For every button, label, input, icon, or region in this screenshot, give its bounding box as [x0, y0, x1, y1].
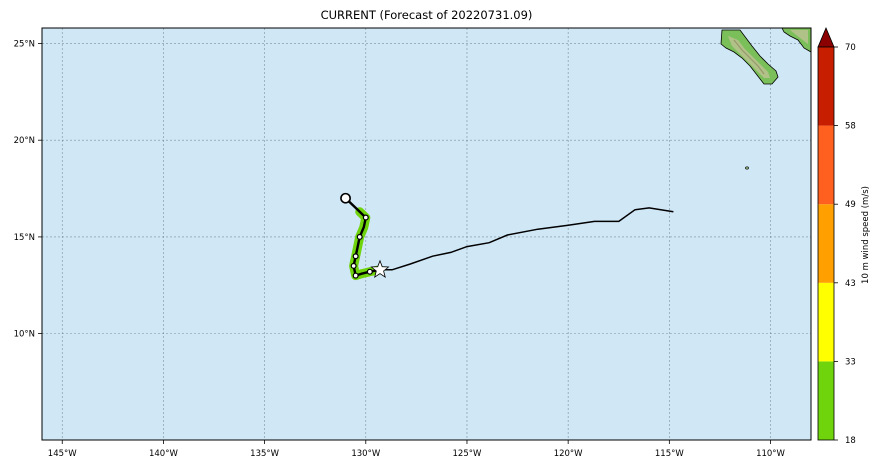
- longitude-axis: 145°W 140°W 135°W 130°W 125°W 120°W 115°W 110°W: [48, 440, 786, 459]
- colorbar-segment: [818, 47, 834, 126]
- lon-tick-label: 145°W: [48, 449, 77, 459]
- storm-past-track: [380, 207, 674, 271]
- lon-tick-label: 130°W: [351, 449, 380, 459]
- forecast-point-marker: [350, 262, 357, 269]
- lat-tick-label: 10°N: [14, 330, 35, 340]
- forecast-point-marker: [356, 233, 363, 240]
- graticule: [42, 28, 811, 440]
- dissipation-point-marker: [340, 192, 351, 204]
- forecast-point-marker: [366, 268, 373, 275]
- colorbar-extend-arrow: [817, 26, 835, 48]
- forecast-point-marker: [352, 272, 359, 279]
- land-baja-california: [720, 29, 779, 85]
- colorbar-tick-label: 18: [845, 436, 856, 446]
- colorbar-segment: [818, 125, 834, 205]
- lat-tick-label: 25°N: [14, 39, 35, 49]
- colorbar-tick-label: 58: [845, 122, 856, 132]
- colorbar-tick-label: 43: [845, 279, 856, 289]
- colorbar-tick-label: 33: [845, 357, 856, 367]
- ocean-background: [42, 28, 811, 440]
- forecast-point-marker: [352, 253, 359, 260]
- colorbar-label: 10 m wind speed (m/s): [861, 186, 871, 284]
- lat-tick-label: 15°N: [14, 233, 35, 243]
- latitude-axis: 25°N 20°N 15°N 10°N: [14, 39, 42, 340]
- map-frame: [41, 27, 812, 441]
- lon-tick-label: 140°W: [149, 449, 178, 459]
- storm-forecast-track: [344, 197, 381, 278]
- colorbar-segment: [818, 361, 834, 440]
- lon-tick-label: 110°W: [756, 449, 785, 459]
- lon-tick-label: 125°W: [453, 449, 482, 459]
- lon-tick-label: 135°W: [250, 449, 279, 459]
- colorbar-segment: [818, 204, 834, 283]
- lat-tick-label: 20°N: [14, 136, 35, 146]
- colorbar-tick-label: 70: [845, 43, 856, 53]
- colorbar-segment: [818, 282, 834, 362]
- forecast-point-marker: [362, 214, 369, 221]
- lon-tick-label: 115°W: [655, 449, 684, 459]
- colorbar-frame: [817, 46, 835, 441]
- current-position-star: [370, 259, 390, 279]
- land-socorro-island: [745, 166, 749, 170]
- land-mexico-mainland: [781, 28, 811, 53]
- colorbar-tick-label: 49: [845, 200, 856, 210]
- map-title: CURRENT (Forecast of 20220731.09): [320, 8, 533, 22]
- lon-tick-label: 120°W: [554, 449, 583, 459]
- colorbar: 18 33 43 49 58 70 10 m wind speed (m/s): [817, 26, 871, 446]
